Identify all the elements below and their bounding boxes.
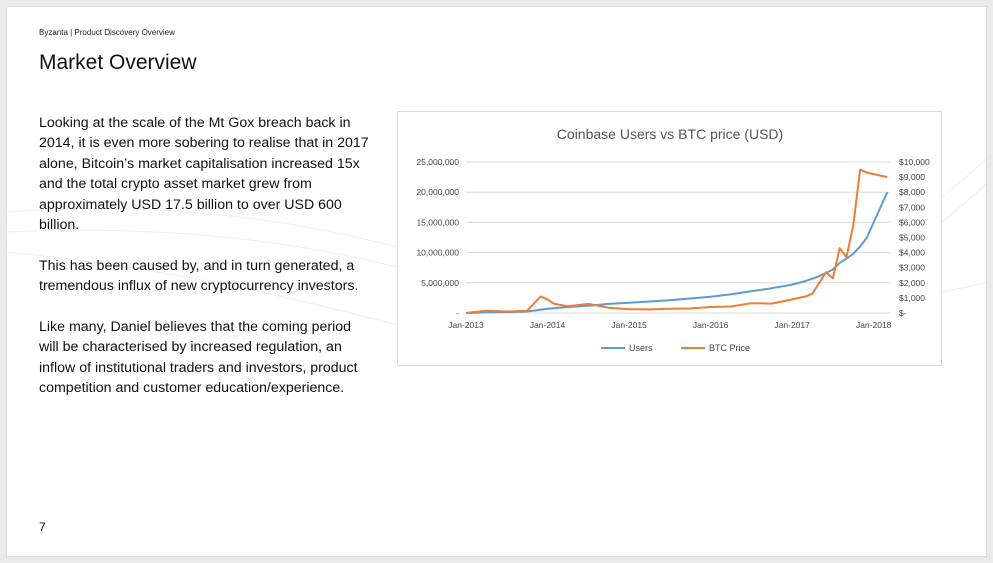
left-axis-tick-label: 25,000,000 xyxy=(416,157,459,167)
grid-lines xyxy=(466,161,890,314)
right-axis-tick-label: $10,000 xyxy=(899,157,930,167)
x-axis-tick-label: Jan-2014 xyxy=(530,320,566,330)
x-axis-tick-label: Jan-2015 xyxy=(611,320,647,330)
paragraph-1: Looking at the scale of the Mt Gox breac… xyxy=(39,115,369,234)
right-axis-tick-label: $9,000 xyxy=(899,172,925,182)
chart-legend: Users BTC Price xyxy=(601,343,750,353)
right-axis-tick-label: $6,000 xyxy=(899,217,925,227)
background-decoration xyxy=(7,158,986,326)
chart-title: Coinbase Users vs BTC price (USD) xyxy=(557,126,783,142)
slide: Byzanta | Product Discovery Overview Mar… xyxy=(6,6,987,557)
page-number: 7 xyxy=(39,520,46,534)
left-axis-tick-label: 10,000,000 xyxy=(416,248,459,258)
paragraph-2: This has been caused by, and in turn gen… xyxy=(39,257,359,295)
right-axis-tick-label: $1,000 xyxy=(899,293,925,303)
body-text: Looking at the scale of the Mt Gox breac… xyxy=(39,113,369,419)
series-lines xyxy=(465,168,889,314)
paragraph-3: Like many, Daniel believes that the comi… xyxy=(39,319,358,397)
left-axis-tick-label: 5,000,000 xyxy=(421,278,459,288)
left-axis-tick-label: - xyxy=(456,308,459,318)
series-line-users xyxy=(465,191,889,314)
series-line-btc-price xyxy=(465,168,888,314)
x-axis-tick-label: Jan-2016 xyxy=(693,320,729,330)
left-axis-tick-label: 15,000,000 xyxy=(416,217,459,227)
chart-svg: Coinbase Users vs BTC price (USD) - 5,000… xyxy=(416,126,930,353)
right-axis-tick-label: $5,000 xyxy=(899,233,925,243)
right-axis-tick-label: $7,000 xyxy=(899,202,925,212)
x-axis-tick-label: Jan-2017 xyxy=(774,320,810,330)
x-axis-tick-label: Jan-2018 xyxy=(856,320,892,330)
page-title: Market Overview xyxy=(39,51,197,74)
right-axis-tick-label: $2,000 xyxy=(899,278,925,288)
left-axis-tick-label: 20,000,000 xyxy=(416,187,459,197)
left-axis-ticks: - 5,000,000 10,000,000 15,000,000 20,000,000… xyxy=(416,157,459,318)
legend-label: Users xyxy=(629,343,653,353)
legend-label: BTC Price xyxy=(709,343,750,353)
right-axis-tick-label: $4,000 xyxy=(899,248,925,258)
right-axis-tick-label: $- xyxy=(899,308,907,318)
chart-container: Coinbase Users vs BTC price (USD) - 5,000… xyxy=(397,111,942,366)
x-axis-tick-label: Jan-2013 xyxy=(448,320,484,330)
right-axis-tick-label: $3,000 xyxy=(899,263,925,273)
right-axis-ticks: $- $1,000 $2,000 $3,000 $4,000 $5,000 $6,000 $7… xyxy=(899,157,930,318)
right-axis-tick-label: $8,000 xyxy=(899,187,925,197)
breadcrumb: Byzanta | Product Discovery Overview xyxy=(39,28,175,37)
x-axis-ticks: Jan-2013 Jan-2014 Jan-2015 Jan-2016 Jan-2017… xyxy=(448,320,891,330)
